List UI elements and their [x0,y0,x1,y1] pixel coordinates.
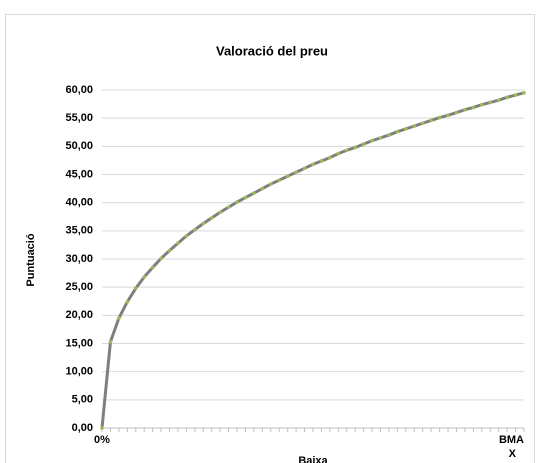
data-point [361,142,366,146]
data-point [404,127,408,131]
y-axis-title: Puntuació [25,233,37,286]
data-point [235,200,239,204]
y-tick-label: 0,00 [72,422,93,434]
data-point [294,170,298,175]
data-point [150,265,155,270]
data-point [142,275,146,279]
data-point [344,148,349,153]
data-point [488,100,493,105]
data-point [269,182,273,186]
data-point [184,234,189,238]
y-tick-label: 30,00 [65,253,93,265]
data-point [277,178,282,182]
data-point [446,113,450,118]
data-point [387,133,391,137]
data-point [412,124,417,128]
data-point [302,166,307,171]
x-tick-label: BMA X [499,434,524,460]
data-point [133,286,138,291]
data-point [285,174,290,178]
y-tick-label: 35,00 [65,225,93,237]
data-point [167,248,172,253]
data-point [522,91,526,95]
data-point [117,316,121,320]
data-point [209,216,214,220]
data-point [311,162,315,167]
data-point [243,195,248,200]
data-point [218,210,222,215]
y-tick-label: 10,00 [65,366,93,378]
x-tick-label: 0% [94,434,110,446]
data-point [328,155,332,160]
data-point [193,227,197,232]
data-point [378,136,383,140]
data-point [125,300,130,304]
chart-border [5,14,535,463]
y-tick-label: 40,00 [65,197,93,209]
data-point [319,159,324,163]
data-point [159,256,163,261]
data-point [176,241,180,246]
data-point [260,186,265,191]
data-point [201,221,206,226]
data-point [226,205,231,209]
data-point [370,138,374,143]
y-tick-label: 45,00 [65,168,93,180]
data-point [429,118,433,123]
data-point [513,93,518,97]
y-tick-label: 50,00 [65,140,93,152]
data-point [471,105,476,110]
data-point [437,115,442,120]
chart-title: Valoració del preu [216,43,328,58]
data-point [496,98,501,102]
y-tick-label: 5,00 [72,394,93,406]
data-point [420,121,425,126]
data-point [454,110,459,115]
x-axis-title: Baixa [298,455,328,463]
y-tick-label: 25,00 [65,281,93,293]
data-point [252,191,256,195]
y-tick-label: 15,00 [65,337,93,349]
data-point [463,107,467,112]
y-tick-label: 55,00 [65,112,93,124]
data-point [480,102,484,107]
data-point [100,426,104,430]
data-point [505,95,509,100]
data-point [395,129,400,134]
y-tick-label: 60,00 [65,84,93,96]
data-point [108,340,113,344]
data-point [336,151,341,156]
data-point [353,145,358,150]
y-tick-label: 20,00 [65,309,93,321]
